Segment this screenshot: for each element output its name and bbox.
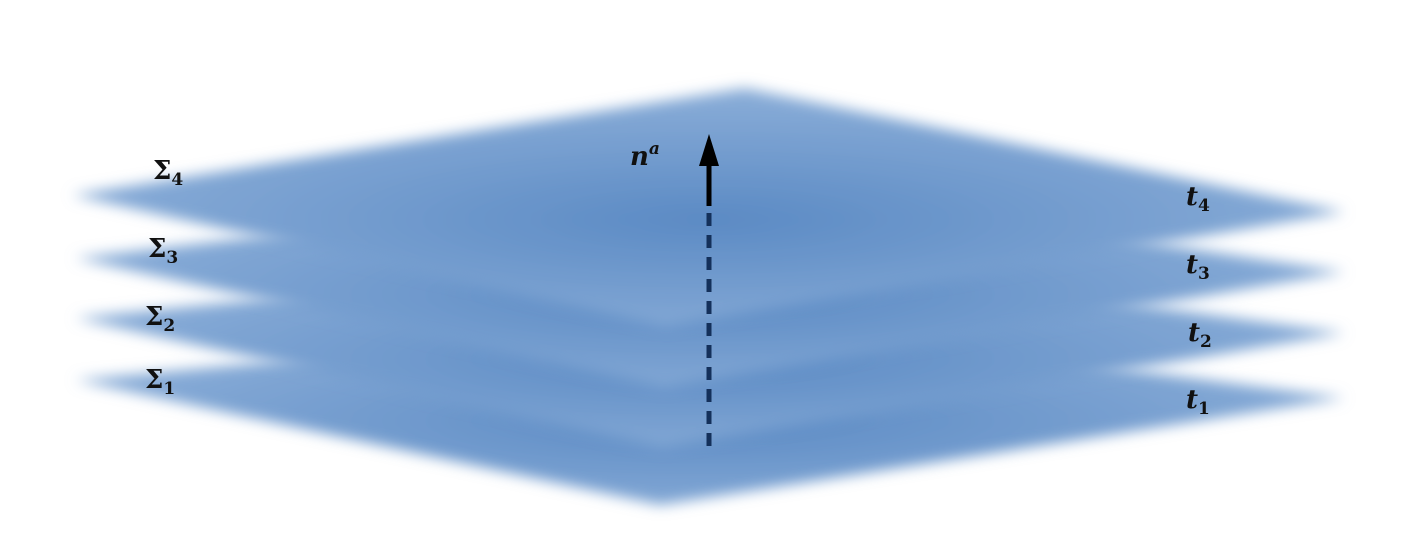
sigma-label-4: Σ4 — [153, 156, 183, 190]
t-label-1: t1 — [1186, 385, 1210, 419]
sigma-label-3: Σ3 — [148, 234, 178, 268]
normal-vector-arrow — [699, 134, 719, 446]
sigma-label-2: Σ2 — [145, 302, 175, 336]
normal-vector-label: na — [630, 139, 660, 172]
sigma-label-1: Σ1 — [145, 365, 175, 399]
slice-4 — [72, 88, 1345, 327]
t-label-3: t3 — [1186, 250, 1210, 284]
t-label-4: t4 — [1186, 182, 1210, 216]
slice-4-surface — [72, 88, 1345, 327]
t-label-2: t2 — [1188, 318, 1212, 352]
arrowhead-icon — [699, 134, 719, 166]
